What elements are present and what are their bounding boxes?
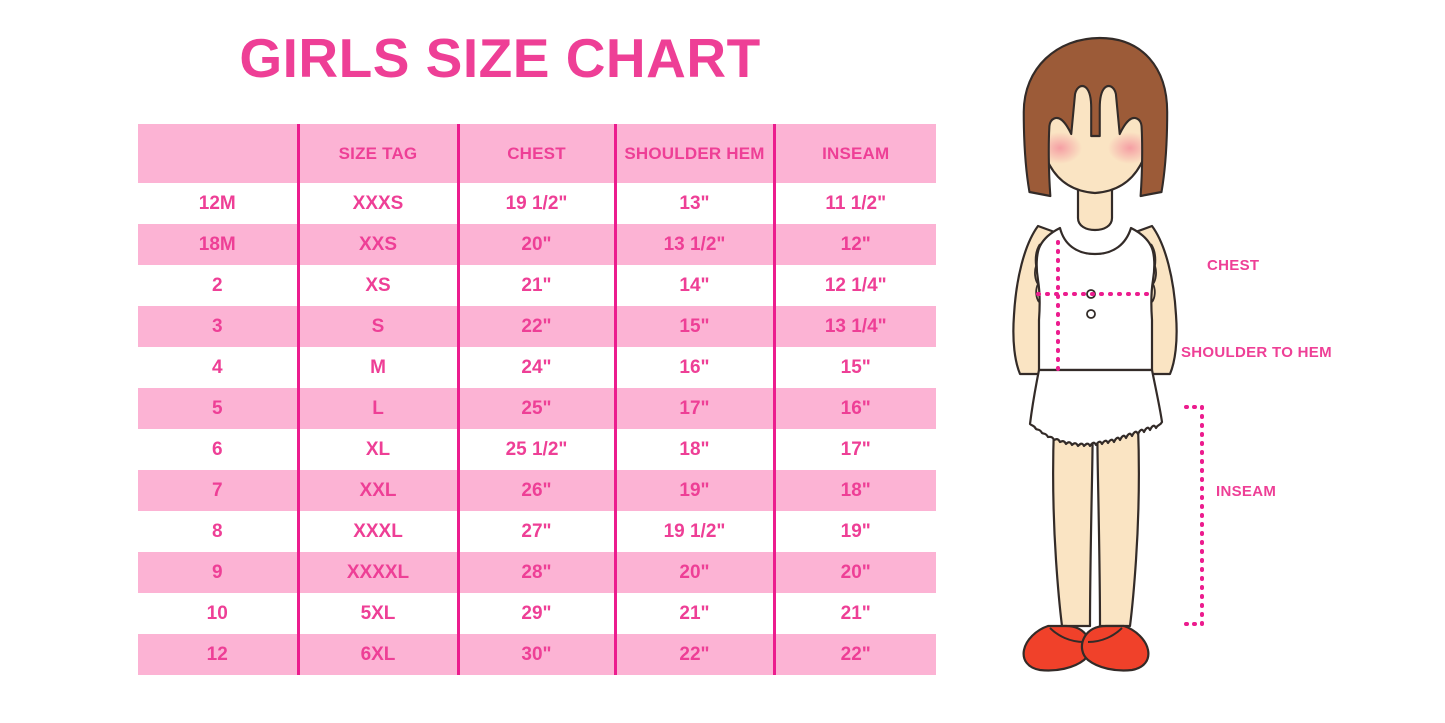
cell-inseam: 17" xyxy=(772,429,936,470)
skirt-shape xyxy=(1028,368,1164,448)
table-row: 3 S 22" 15" 13 1/4" xyxy=(138,306,936,347)
cell-chest: 26" xyxy=(456,470,615,511)
cell-age: 3 xyxy=(138,306,298,347)
column-header-shoulder-hem: SHOULDER HEM xyxy=(613,124,774,183)
cell-chest: 22" xyxy=(456,306,615,347)
cell-shoulder-hem: 22" xyxy=(613,634,774,675)
cell-shoulder-hem: 14" xyxy=(613,265,774,306)
cell-age: 18M xyxy=(138,224,298,265)
label-shoulder-to-hem: SHOULDER TO HEM xyxy=(1181,344,1332,361)
button-bottom xyxy=(1086,309,1096,319)
cell-age: 7 xyxy=(138,470,298,511)
cell-inseam: 13 1/4" xyxy=(772,306,936,347)
cell-inseam: 12 1/4" xyxy=(772,265,936,306)
cell-inseam: 20" xyxy=(772,552,936,593)
cell-inseam: 18" xyxy=(772,470,936,511)
cell-chest: 25 1/2" xyxy=(456,429,615,470)
cell-age: 6 xyxy=(138,429,298,470)
cell-size-tag: XXXS xyxy=(296,183,458,224)
cell-age: 8 xyxy=(138,511,298,552)
table-row: 18M XXS 20" 13 1/2" 12" xyxy=(138,224,936,265)
cell-size-tag: XXXL xyxy=(296,511,458,552)
table-header: SIZE TAG CHEST SHOULDER HEM INSEAM xyxy=(138,124,936,183)
cell-inseam: 16" xyxy=(772,388,936,429)
shoes-shape xyxy=(1022,624,1150,672)
table-header-row: SIZE TAG CHEST SHOULDER HEM INSEAM xyxy=(138,124,936,183)
cell-size-tag: M xyxy=(296,347,458,388)
cell-shoulder-hem: 13 1/2" xyxy=(613,224,774,265)
cell-age: 5 xyxy=(138,388,298,429)
cell-size-tag: 5XL xyxy=(296,593,458,634)
cell-size-tag: XS xyxy=(296,265,458,306)
column-header-inseam: INSEAM xyxy=(772,124,936,183)
label-inseam: INSEAM xyxy=(1216,483,1277,500)
cell-size-tag: L xyxy=(296,388,458,429)
cell-shoulder-hem: 19" xyxy=(613,470,774,511)
cell-size-tag: XXXXL xyxy=(296,552,458,593)
cell-chest: 25" xyxy=(456,388,615,429)
cell-size-tag: XL xyxy=(296,429,458,470)
table-row: 9 XXXXL 28" 20" 20" xyxy=(138,552,936,593)
cell-age: 12 xyxy=(138,634,298,675)
label-chest: CHEST xyxy=(1207,257,1260,274)
cell-chest: 20" xyxy=(456,224,615,265)
cell-age: 2 xyxy=(138,265,298,306)
page-title: GIRLS SIZE CHART xyxy=(239,27,761,89)
cell-size-tag: 6XL xyxy=(296,634,458,675)
girl-figure-illustration xyxy=(990,30,1240,690)
table-body: 12M XXXS 19 1/2" 13" 11 1/2" 18M XXS 20" 13 1/2"… xyxy=(138,183,936,675)
table-row: 7 XXL 26" 19" 18" xyxy=(138,470,936,511)
cell-inseam: 22" xyxy=(772,634,936,675)
table-row: 2 XS 21" 14" 12 1/4" xyxy=(138,265,936,306)
cell-inseam: 15" xyxy=(772,347,936,388)
table-row: 10 5XL 29" 21" 21" xyxy=(138,593,936,634)
table-row: 12 6XL 30" 22" 22" xyxy=(138,634,936,675)
cell-shoulder-hem: 15" xyxy=(613,306,774,347)
cell-inseam: 12" xyxy=(772,224,936,265)
column-header-chest: CHEST xyxy=(456,124,615,183)
table-row: 12M XXXS 19 1/2" 13" 11 1/2" xyxy=(138,183,936,224)
cell-shoulder-hem: 17" xyxy=(613,388,774,429)
cell-shoulder-hem: 13" xyxy=(613,183,774,224)
table-row: 4 M 24" 16" 15" xyxy=(138,347,936,388)
cell-size-tag: S xyxy=(296,306,458,347)
cell-inseam: 11 1/2" xyxy=(772,183,936,224)
table-row: 6 XL 25 1/2" 18" 17" xyxy=(138,429,936,470)
measurement-lines xyxy=(1036,240,1152,372)
table-row: 5 L 25" 17" 16" xyxy=(138,388,936,429)
cell-shoulder-hem: 16" xyxy=(613,347,774,388)
hair-shape xyxy=(1022,36,1169,198)
cell-shoulder-hem: 18" xyxy=(613,429,774,470)
cell-size-tag: XXL xyxy=(296,470,458,511)
cell-age: 9 xyxy=(138,552,298,593)
cheek-right xyxy=(1108,132,1152,164)
blouse-shape xyxy=(1034,226,1157,372)
cell-age: 12M xyxy=(138,183,298,224)
cell-shoulder-hem: 19 1/2" xyxy=(613,511,774,552)
column-header-size-tag: SIZE TAG xyxy=(296,124,458,183)
cell-shoulder-hem: 21" xyxy=(613,593,774,634)
cell-inseam: 19" xyxy=(772,511,936,552)
cell-age: 4 xyxy=(138,347,298,388)
cell-chest: 29" xyxy=(456,593,615,634)
table-row: 8 XXXL 27" 19 1/2" 19" xyxy=(138,511,936,552)
cell-chest: 30" xyxy=(456,634,615,675)
cell-inseam: 21" xyxy=(772,593,936,634)
cell-age: 10 xyxy=(138,593,298,634)
cell-chest: 21" xyxy=(456,265,615,306)
inseam-bracket xyxy=(1184,405,1204,626)
cell-shoulder-hem: 20" xyxy=(613,552,774,593)
cell-size-tag: XXS xyxy=(296,224,458,265)
cell-chest: 27" xyxy=(456,511,615,552)
column-header-age xyxy=(138,124,298,183)
cell-chest: 28" xyxy=(456,552,615,593)
cell-chest: 24" xyxy=(456,347,615,388)
cell-chest: 19 1/2" xyxy=(456,183,615,224)
size-chart-table: SIZE TAG CHEST SHOULDER HEM INSEAM 12M XX… xyxy=(138,124,936,675)
